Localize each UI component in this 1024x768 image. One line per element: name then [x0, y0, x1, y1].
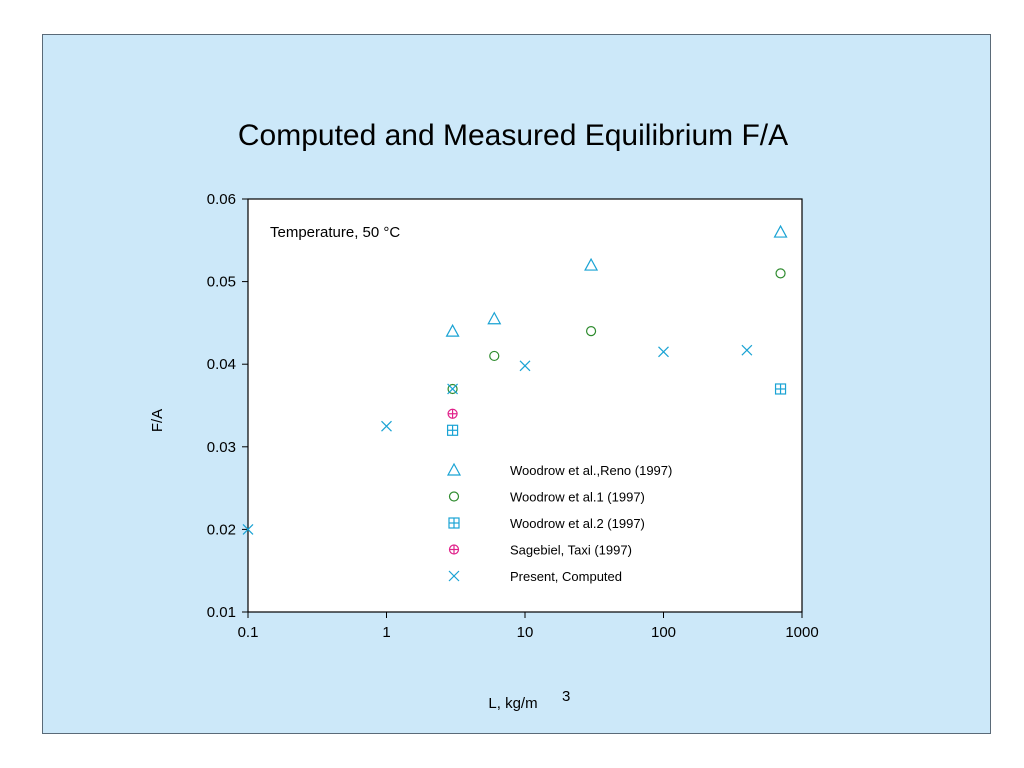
- legend-item: Woodrow et al.2 (1997): [448, 516, 645, 531]
- legend-marker: [448, 544, 460, 555]
- data-points: [242, 224, 788, 535]
- series-0: [445, 224, 788, 337]
- series-4: [242, 344, 753, 535]
- legend-item: Woodrow et al.1 (1997): [448, 490, 645, 505]
- legend-label: Woodrow et al.2 (1997): [510, 516, 645, 531]
- y-tick-label: 0.04: [207, 356, 236, 373]
- y-axis-label: F/A: [149, 409, 166, 432]
- series-3: [447, 408, 458, 419]
- circle-marker: [775, 268, 786, 279]
- circle-marker: [489, 350, 500, 362]
- x-marker-b: [381, 420, 392, 432]
- legend-item: Sagebiel, Taxi (1997): [448, 543, 632, 558]
- data-point: [242, 523, 254, 535]
- series-2: [446, 383, 787, 436]
- x-marker-b: [741, 344, 753, 356]
- circle-marker: [447, 383, 458, 395]
- x-tick-label: 1000: [785, 624, 818, 641]
- legend-label: Present, Computed: [510, 569, 622, 584]
- legend-item: Woodrow et al.,Reno (1997): [446, 462, 672, 478]
- legend-label: Sagebiel, Taxi (1997): [510, 543, 632, 558]
- x-axis-label-superscript: 3: [562, 688, 570, 705]
- x-axis-label: L, kg/m: [488, 695, 537, 712]
- data-point: [585, 326, 597, 337]
- legend-marker: [446, 462, 462, 476]
- circle-marker: [585, 326, 597, 337]
- y-tick-label: 0.05: [207, 274, 236, 291]
- chart-title: Computed and Measured Equilibrium F/A: [238, 119, 788, 152]
- legend-label: Woodrow et al.,Reno (1997): [510, 463, 672, 478]
- y-tick-label: 0.01: [207, 604, 236, 621]
- legend: Woodrow et al.,Reno (1997) Woodrow et al.…: [446, 462, 672, 584]
- y-tick-label: 0.03: [207, 439, 236, 456]
- slide-background: Computed and Measured Equilibrium F/A 0.…: [42, 34, 991, 734]
- triangle-marker: [487, 311, 502, 325]
- legend-marker: [448, 517, 460, 529]
- data-point: [447, 383, 458, 395]
- x-marker-b: [519, 360, 531, 372]
- data-point: [741, 344, 753, 356]
- x-tick-label: 10: [517, 624, 534, 641]
- data-point: [773, 224, 788, 238]
- data-point: [381, 420, 392, 432]
- legend-item: Present, Computed: [448, 569, 622, 584]
- y-tick-label: 0.02: [207, 521, 236, 538]
- y-tick-label: 0.06: [207, 191, 236, 208]
- data-point: [487, 311, 502, 325]
- chart: Computed and Measured Equilibrium F/A 0.…: [149, 119, 819, 712]
- data-point: [445, 323, 460, 337]
- x-marker-b: [658, 346, 669, 358]
- data-point: [774, 383, 787, 395]
- data-point: [489, 350, 500, 362]
- x-tick-label: 0.1: [238, 624, 259, 641]
- triangle-marker: [445, 323, 460, 337]
- x-tick-label: 1: [382, 624, 390, 641]
- legend-marker: [448, 570, 460, 582]
- circle-marker: [448, 491, 460, 502]
- data-point: [658, 346, 669, 358]
- data-point: [519, 360, 531, 372]
- triangle-marker: [773, 224, 788, 238]
- triangle-marker: [446, 462, 462, 476]
- legend-label: Woodrow et al.1 (1997): [510, 490, 645, 505]
- x-marker-b: [242, 523, 254, 535]
- data-point: [447, 408, 458, 419]
- x-tick-label: 100: [651, 624, 676, 641]
- x-marker-b: [448, 570, 460, 582]
- axis-ticks: 0.1 1 10 100 1000 0.01 0.02 0.03 0.04 0.05 0.06: [207, 191, 819, 641]
- temperature-annotation: Temperature, 50 °C: [270, 224, 400, 241]
- plot-area: [247, 198, 803, 613]
- data-point: [584, 257, 599, 271]
- data-point: [447, 383, 459, 395]
- legend-marker: [448, 491, 460, 502]
- data-point: [446, 424, 459, 436]
- triangle-marker: [584, 257, 599, 271]
- x-marker-b: [447, 383, 459, 395]
- data-point: [775, 268, 786, 279]
- series-1: [447, 268, 786, 395]
